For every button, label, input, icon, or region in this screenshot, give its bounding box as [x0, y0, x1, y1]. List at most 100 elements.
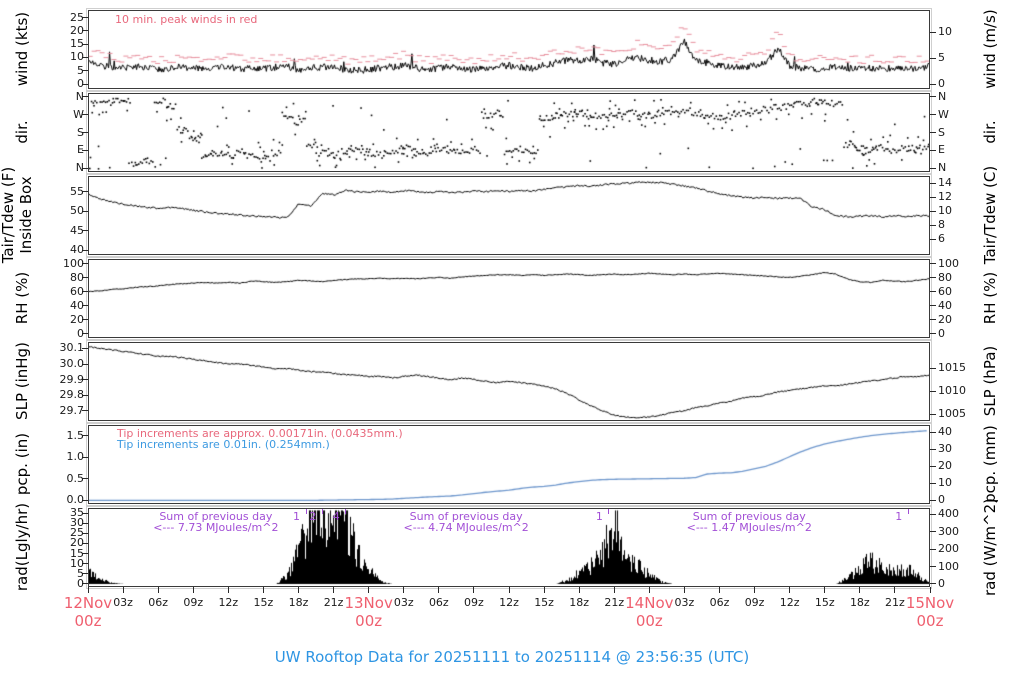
x-tick-mark	[227, 587, 229, 593]
tip-increment-note-blue: Tip increments are 0.01in. (0.254mm.)	[117, 438, 330, 451]
x-axis-date-time-label: 00z	[916, 612, 944, 630]
right-tick-mark	[930, 196, 936, 198]
right-tick-mark	[930, 390, 936, 392]
left-tick-mark	[82, 553, 88, 555]
left-tick-mark	[82, 191, 88, 193]
x-tick-mark	[648, 587, 650, 593]
left-tick-label: 5	[77, 566, 84, 580]
pressure-panel	[86, 340, 932, 423]
left-tick-mark	[82, 319, 88, 320]
left-tick-mark	[82, 512, 88, 514]
left-tick-mark	[82, 263, 88, 264]
right-tick-label: 300	[938, 524, 959, 538]
right-tick-mark	[930, 96, 936, 98]
temperature-plot	[89, 177, 929, 254]
sum-previous-day-3-line2: <--- 1.47 MJoules/m^2	[686, 521, 812, 534]
left-tick-mark	[82, 499, 88, 501]
left-tick-label: E	[77, 143, 84, 157]
left-tick-mark	[82, 114, 88, 116]
right-tick-label: N	[938, 161, 947, 175]
right-tick-label: 10	[938, 476, 952, 490]
wind-speed-panel: 10 min. peak winds in red	[86, 8, 932, 91]
radiation-marker-label: 1	[595, 510, 603, 523]
right-tick-label: 20	[938, 459, 952, 473]
left-tick-label: 29.8	[59, 388, 85, 402]
wind-direction-panel	[86, 91, 932, 174]
x-tick-mark	[578, 587, 580, 593]
right-tick-label: 100	[938, 559, 959, 573]
left-tick-label: 25	[70, 526, 84, 540]
x-axis-date-label: 15Nov	[905, 594, 955, 612]
radiation-marker-label: 1	[895, 510, 903, 523]
x-tick-mark	[333, 587, 335, 593]
left-tick-mark	[82, 542, 88, 544]
left-tick-label: N	[75, 89, 84, 103]
x-axis-time-label: 03z	[113, 596, 133, 609]
left-tick-mark	[82, 230, 88, 232]
x-tick-mark	[824, 587, 826, 593]
right-tick-mark	[930, 277, 936, 278]
right-tick-label: S	[938, 125, 945, 139]
radiation-plot	[89, 509, 929, 586]
left-tick-mark	[82, 522, 88, 524]
x-tick-mark	[122, 587, 124, 593]
left-tick-label: 25	[70, 10, 84, 24]
right-tick-mark	[930, 367, 936, 369]
left-tick-mark	[82, 394, 88, 396]
x-tick-mark	[262, 587, 264, 593]
radiation-marker-label: 2	[309, 510, 317, 523]
x-axis-time-label: 15z	[253, 596, 274, 609]
left-tick-label: 0	[77, 576, 84, 590]
left-tick-label: 30.1	[59, 341, 85, 355]
right-tick-label: 40	[938, 425, 952, 439]
x-axis-time-label: 18z	[849, 596, 870, 609]
right-tick-label: 14	[938, 176, 952, 190]
left-tick-mark	[82, 456, 88, 458]
left-tick-mark	[82, 83, 88, 85]
x-tick-mark	[438, 587, 440, 593]
left-tick-label: 15	[70, 546, 84, 560]
left-tick-mark	[82, 435, 88, 437]
right-tick-mark	[930, 431, 936, 433]
right-tick-mark	[930, 499, 936, 501]
left-tick-label: 35	[70, 506, 84, 520]
x-axis-time-label: 03z	[393, 596, 414, 609]
left-tick-mark	[82, 96, 88, 98]
x-axis-time-label: 21z	[885, 596, 905, 609]
radiation-marker-tick	[608, 509, 610, 514]
x-axis-time-label: 18z	[288, 596, 309, 609]
right-tick-label: 400	[938, 507, 959, 521]
right-tick-mark	[930, 210, 936, 212]
x-axis-date-label: 13Nov	[344, 594, 393, 612]
left-tick-mark	[82, 167, 88, 169]
x-tick-mark	[368, 587, 370, 593]
left-tick-label: 15	[70, 37, 84, 51]
right-tick-mark	[930, 482, 936, 484]
left-tick-label: 20	[70, 536, 84, 550]
left-tick-label: 30	[70, 516, 84, 530]
left-tick-label: 1.0	[66, 450, 85, 464]
x-axis-time-label: 09z	[464, 596, 484, 609]
right-tick-mark	[930, 238, 936, 240]
sum-previous-day-3-line1: Sum of previous day	[692, 510, 806, 523]
left-tick-label: 29.7	[59, 403, 85, 417]
pressure-plot	[89, 343, 929, 420]
left-tick-mark	[82, 573, 88, 575]
x-tick-mark	[298, 587, 299, 593]
right-tick-mark	[930, 319, 936, 320]
right-tick-label: 12	[938, 190, 952, 204]
right-tick-mark	[930, 548, 936, 550]
left-tick-mark	[82, 291, 88, 292]
right-tick-label: 0	[938, 77, 945, 91]
sum-previous-day-1-line1: Sum of previous day	[159, 510, 273, 523]
humidity-panel	[86, 257, 932, 340]
x-axis-time-label: 12z	[218, 596, 239, 609]
left-tick-label: N	[75, 161, 84, 175]
right-tick-mark	[930, 83, 936, 85]
right-tick-mark	[930, 583, 936, 585]
x-axis-date-time-label: 00z	[355, 612, 383, 630]
radiation-marker-label: 4	[332, 510, 340, 523]
x-tick-mark	[613, 587, 615, 593]
right-tick-mark	[930, 305, 936, 306]
left-tick-label: 5	[77, 63, 84, 77]
